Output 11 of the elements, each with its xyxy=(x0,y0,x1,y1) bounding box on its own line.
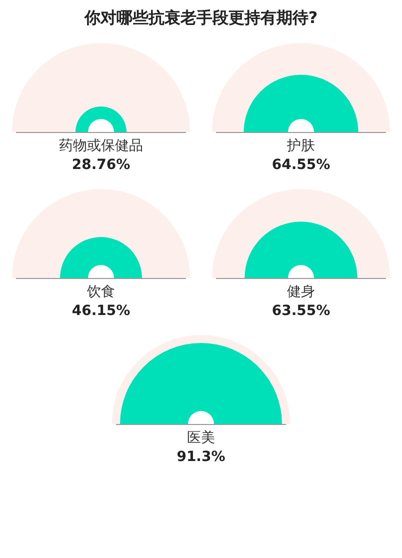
category-label: 健身 xyxy=(286,283,316,301)
data-label: 28.76% xyxy=(70,157,132,173)
data-label: 91.3% xyxy=(176,449,226,465)
data-label: 46.15% xyxy=(70,303,132,319)
category-label: 护肤 xyxy=(286,137,316,155)
text: 你对哪些抗衰老手段更持有期待? xyxy=(83,8,319,29)
data-label: 64.55% xyxy=(270,157,332,173)
category-label: 医美 xyxy=(186,429,216,447)
category-label: 饮食 xyxy=(86,283,116,301)
category-label: 药物或保健品 xyxy=(58,137,144,155)
data-label: 63.55% xyxy=(270,303,332,319)
